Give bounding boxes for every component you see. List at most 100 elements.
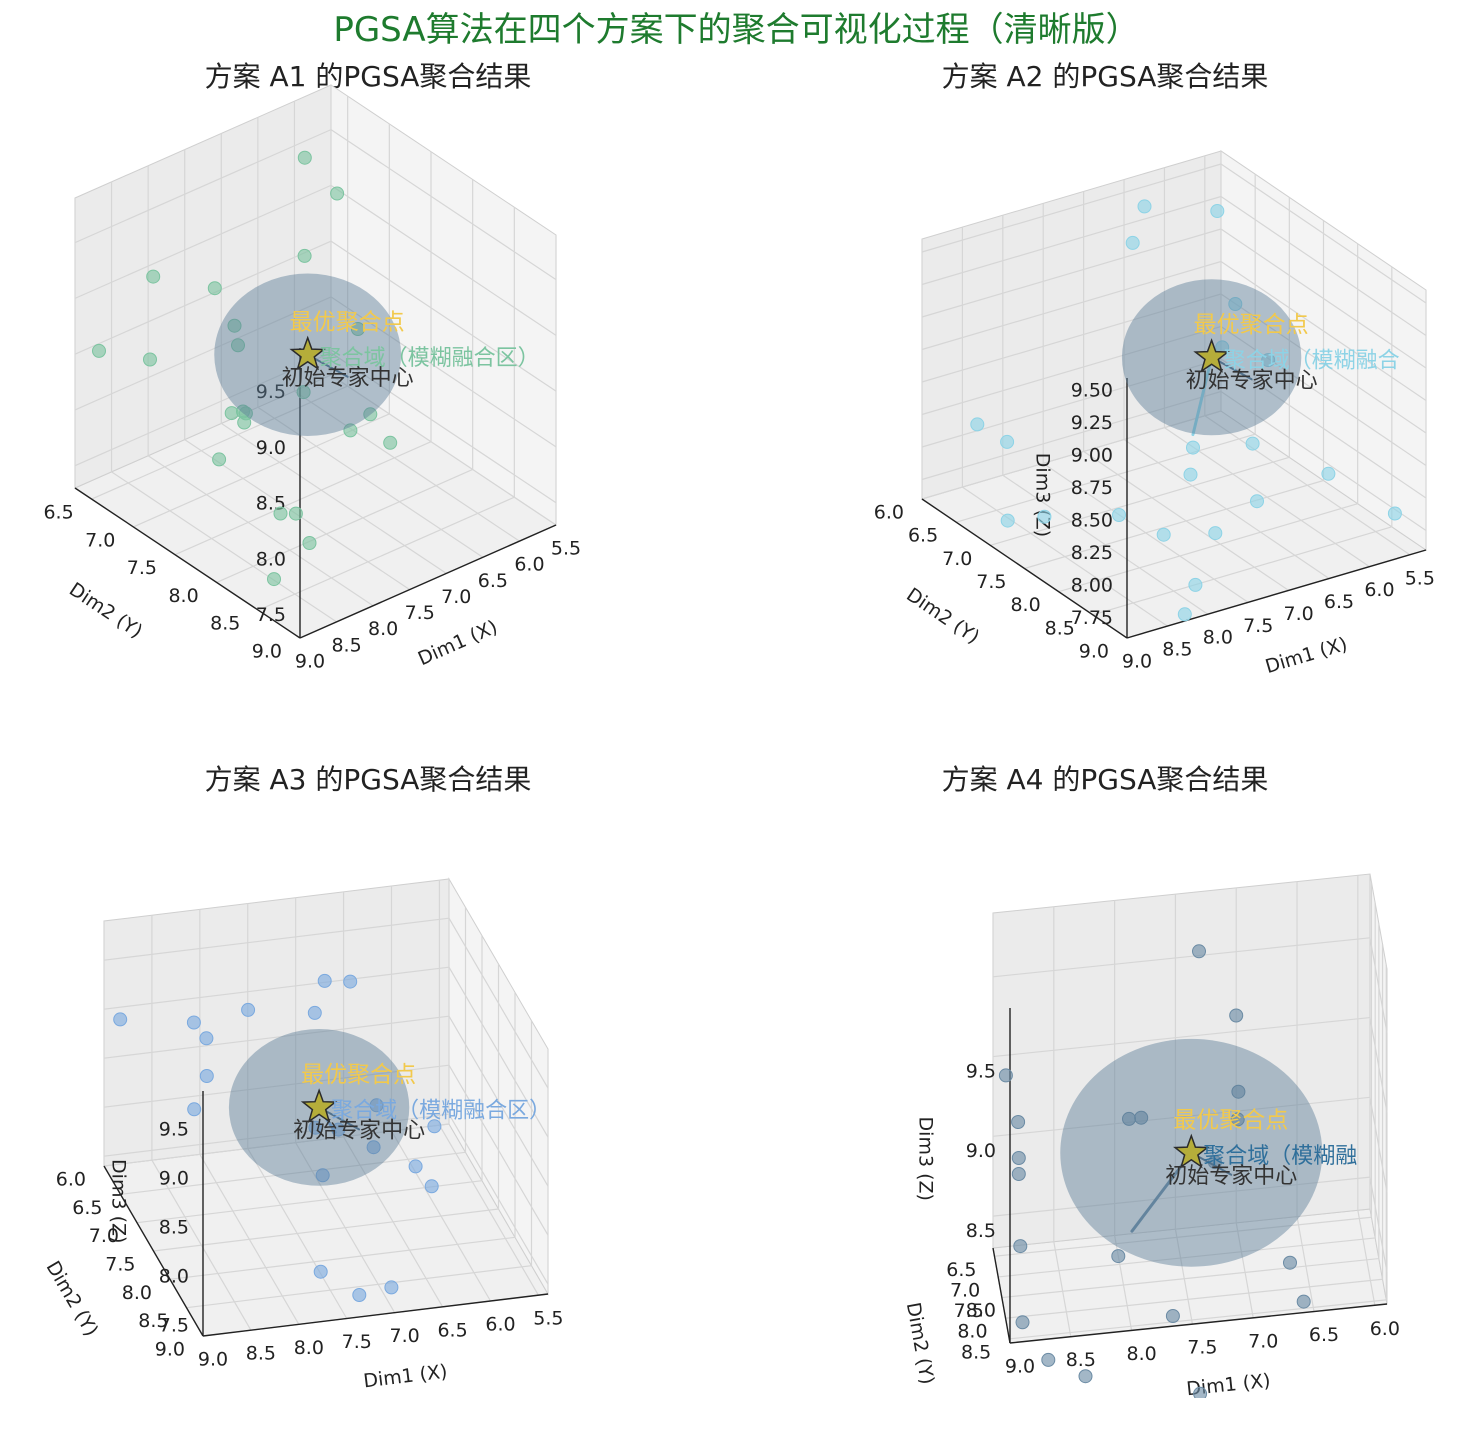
data-point <box>147 270 160 283</box>
optimal-point-label: 最优聚合点 <box>290 309 405 335</box>
data-point <box>200 1032 213 1045</box>
z-tick-label: 7.5 <box>159 1315 189 1337</box>
data-point <box>274 507 287 520</box>
x-tick-label: 9.0 <box>198 1349 228 1371</box>
x-tick-label: 6.0 <box>1364 579 1394 601</box>
x-tick-label: 6.5 <box>478 570 508 592</box>
data-point <box>425 1180 438 1193</box>
x-tick-label: 8.5 <box>246 1343 276 1365</box>
data-point <box>1138 200 1151 213</box>
z-tick-label: 7.5 <box>256 604 286 626</box>
data-point <box>200 1070 213 1083</box>
data-point <box>1209 527 1222 540</box>
y-tick-label: 7.0 <box>942 548 972 570</box>
data-point <box>1126 236 1139 249</box>
data-point <box>1194 1387 1207 1398</box>
y-axis-label: Dim2 (Y) <box>902 1301 938 1387</box>
x-tick-label: 6.0 <box>514 554 544 576</box>
y-tick-label: 9.0 <box>155 1339 185 1361</box>
data-point <box>303 537 316 550</box>
x-tick-label: 6.5 <box>437 1319 467 1341</box>
y-axis-label: Dim2 (Y) <box>65 578 146 642</box>
x-tick-label: 7.5 <box>342 1331 372 1353</box>
z-axis-label: Dim3 (Z) <box>915 1117 937 1201</box>
z-axis-label: Dim3 (Z) <box>108 1159 130 1243</box>
data-point <box>187 1016 200 1029</box>
y-tick-label: 8.5 <box>961 1341 991 1363</box>
data-point <box>1246 437 1259 450</box>
z-tick-label: 9.0 <box>159 1168 189 1190</box>
y-tick-label: 6.5 <box>908 525 938 547</box>
scatter-plot-3d: 6.06.57.07.58.08.59.06.57.07.58.08.58.08… <box>737 758 1473 1398</box>
data-point <box>1284 1256 1297 1269</box>
y-tick-label: 6.0 <box>56 1169 86 1191</box>
z-tick-label: 8.75 <box>1071 477 1113 499</box>
x-tick-label: 7.0 <box>1284 603 1314 625</box>
data-point <box>1014 1240 1027 1253</box>
data-point <box>353 1289 366 1302</box>
x-tick-label: 7.0 <box>390 1325 420 1347</box>
z-tick-label: 9.0 <box>966 1140 996 1162</box>
data-point <box>409 1160 422 1173</box>
z-tick-label: 8.5 <box>966 1220 996 1242</box>
data-point <box>144 353 157 366</box>
data-point <box>1016 1316 1029 1329</box>
scatter-plot-3d: 5.5 6.0 6.5 7.0 7.5 8.0 8.5 9.0 6.5 7.0 7.5 8.0 8.5 9… <box>0 55 736 735</box>
data-point <box>1184 468 1197 481</box>
data-point <box>1113 509 1126 522</box>
y-axis-label: Dim2 (Y) <box>42 1257 103 1340</box>
data-point <box>289 507 302 520</box>
x-tick-label: 5.5 <box>533 1308 563 1330</box>
data-point <box>384 436 397 449</box>
data-point <box>1166 1310 1179 1323</box>
scatter-plot-3d: 5.56.06.57.07.58.08.59.06.06.57.07.58.08… <box>737 55 1473 735</box>
data-point <box>1038 510 1051 523</box>
y-axis-label: Dim2 (Y) <box>902 584 983 649</box>
x-tick-label: 9.0 <box>1005 1356 1035 1378</box>
y-tick-label: 6.5 <box>946 1259 976 1281</box>
center-label: 初始专家中心 <box>293 1118 425 1143</box>
z-tick-label: 8.0 <box>966 1300 996 1322</box>
data-point <box>1001 435 1014 448</box>
data-point <box>298 151 311 164</box>
center-label: 初始专家中心 <box>1165 1164 1297 1189</box>
y-tick-label: 7.5 <box>127 557 157 579</box>
data-point <box>344 975 357 988</box>
chart-panel-a4: 方案 A4 的PGSA聚合结果 6.0 6.5 7.0 7.5 8.0 8.5 9.0 6.5… <box>737 758 1473 1438</box>
figure-title: PGSA算法在四个方案下的聚合可视化过程（清晰版） <box>0 2 1473 51</box>
x-tick-label: 7.5 <box>1243 615 1273 637</box>
y-tick-label: 7.0 <box>950 1279 980 1301</box>
y-tick-label: 6.5 <box>43 502 73 524</box>
x-tick-label: 6.5 <box>1324 591 1354 613</box>
x-tick-label: 8.0 <box>1203 627 1233 649</box>
x-tick-label: 9.0 <box>295 651 325 673</box>
data-point <box>1388 507 1401 520</box>
z-tick-label: 9.50 <box>1071 380 1113 402</box>
data-point <box>971 418 984 431</box>
z-tick-label: 9.00 <box>1071 445 1113 467</box>
center-label: 初始专家中心 <box>282 366 414 391</box>
z-tick-label: 9.5 <box>966 1060 996 1082</box>
z-tick-label: 8.5 <box>159 1217 189 1239</box>
x-tick-label: 8.0 <box>294 1337 324 1359</box>
z-tick-label: 8.0 <box>159 1266 189 1288</box>
y-tick-label: 8.5 <box>210 613 240 635</box>
data-point <box>1042 1353 1055 1366</box>
data-point <box>1193 945 1206 958</box>
chart-panel-a3: 方案 A3 的PGSA聚合结果 5.5 6.0 6.5 7.0 7.5 8.0 8.5 9.0… <box>0 758 736 1438</box>
data-point <box>268 573 281 586</box>
y-tick-label: 6.5 <box>72 1197 102 1219</box>
data-point <box>213 453 226 466</box>
x-tick-label: 8.5 <box>1162 639 1192 661</box>
data-point <box>331 187 344 200</box>
data-point <box>1187 441 1200 454</box>
z-tick-label: 9.5 <box>159 1119 189 1141</box>
data-point <box>242 1003 255 1016</box>
chart-panel-a1: 方案 A1 的PGSA聚合结果 5.5 6.0 6.5 7.0 7.5 8.0 8.5 9.0… <box>0 55 736 735</box>
data-point <box>314 1265 327 1278</box>
x-tick-label: 7.0 <box>441 586 471 608</box>
data-point <box>1112 1250 1125 1263</box>
x-tick-label: 5.5 <box>1405 567 1435 589</box>
x-axis-label: Dim1 (X) <box>1263 633 1350 678</box>
data-point <box>298 249 311 262</box>
